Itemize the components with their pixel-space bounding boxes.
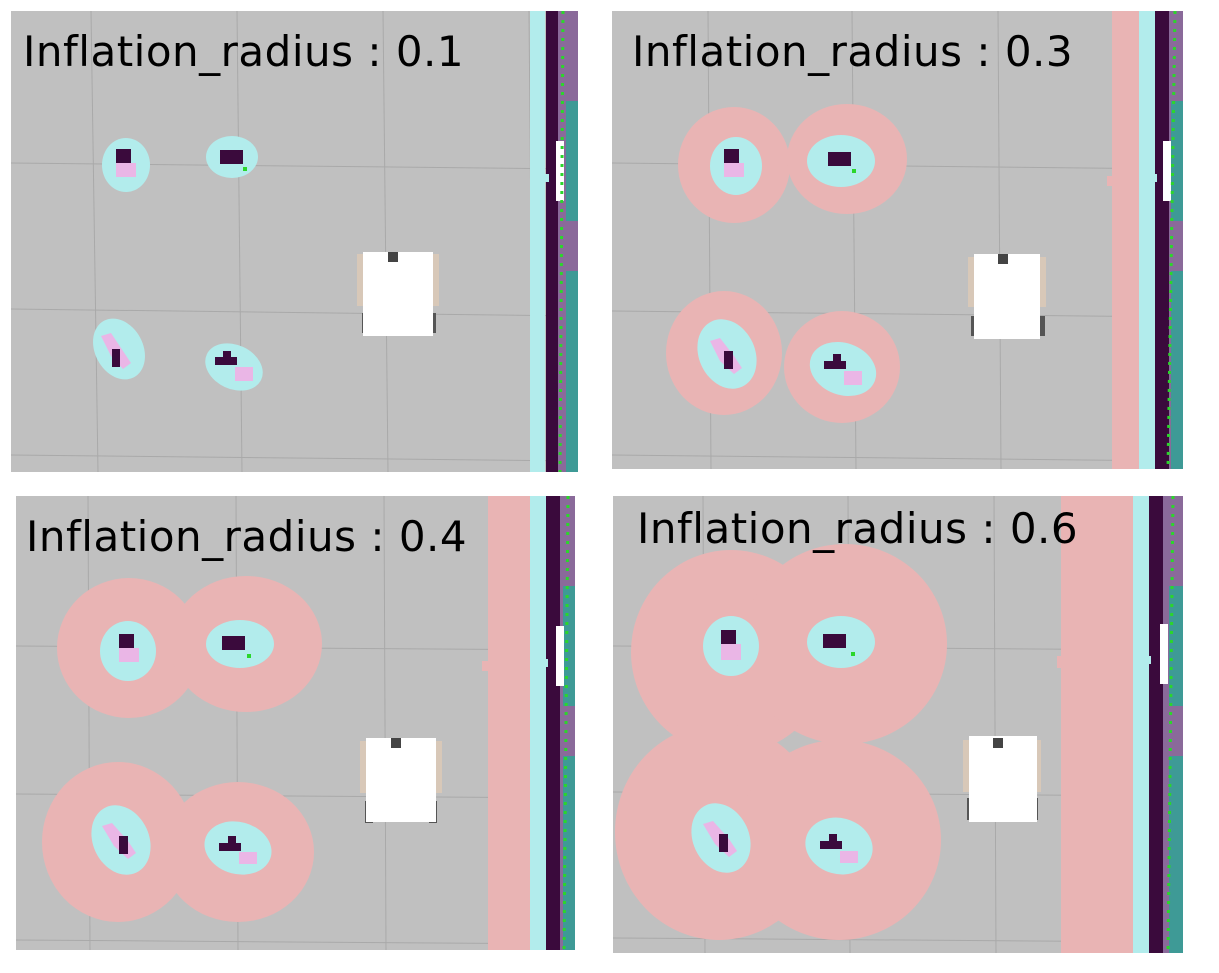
obstacle-top-left: [710, 137, 762, 195]
obstacle-top-right: [807, 616, 875, 668]
inflation-zones: [615, 496, 1133, 953]
costmap-view: [16, 496, 575, 950]
obstacle-top-right: [206, 136, 258, 178]
inflation-zones: [42, 496, 532, 950]
obstacle-bottom-right: [805, 817, 873, 875]
robot-footprint: [360, 738, 442, 823]
obstacle-bottom-left: [93, 318, 145, 380]
panel-label: Inflation_radius : 0.4: [26, 512, 468, 561]
panel-label: Inflation_radius : 0.1: [23, 27, 465, 76]
costmap-panel-radius-0-6: Inflation_radius : 0.6: [613, 496, 1183, 953]
obstacle-top-right: [206, 620, 274, 668]
inflation-zones: [666, 11, 1147, 469]
obstacle-bottom-right: [809, 341, 877, 397]
obstacle-bottom-right: [204, 821, 272, 875]
wall-strip: [530, 11, 578, 472]
costmap-view: [613, 496, 1183, 953]
wall-strip: [1133, 496, 1183, 953]
obstacle-bottom-left: [697, 319, 757, 389]
costmap-view: [11, 11, 578, 472]
costmap-panel-radius-0-3: Inflation_radius : 0.3: [612, 11, 1183, 469]
obstacle-top-left: [100, 621, 156, 681]
costmap-panel-radius-0-1: Inflation_radius : 0.1: [11, 11, 578, 472]
obstacle-bottom-left: [91, 805, 151, 875]
obstacle-bottom-right: [205, 343, 263, 391]
costmap-panel-radius-0-4: Inflation_radius : 0.4: [16, 496, 575, 950]
obstacle-top-left: [102, 138, 150, 192]
wall-strip: [1139, 11, 1183, 469]
costmap-view: [612, 11, 1183, 469]
panel-label: Inflation_radius : 0.6: [637, 504, 1079, 553]
obstacle-top-right: [807, 135, 875, 187]
obstacle-top-left: [703, 616, 759, 676]
panel-label: Inflation_radius : 0.3: [632, 27, 1074, 76]
robot-footprint: [357, 252, 439, 336]
obstacle-bottom-left: [691, 803, 751, 873]
robot-footprint: [963, 736, 1041, 822]
wall-strip: [530, 496, 575, 950]
robot-footprint: [968, 254, 1046, 339]
grid-lines: [11, 11, 578, 472]
